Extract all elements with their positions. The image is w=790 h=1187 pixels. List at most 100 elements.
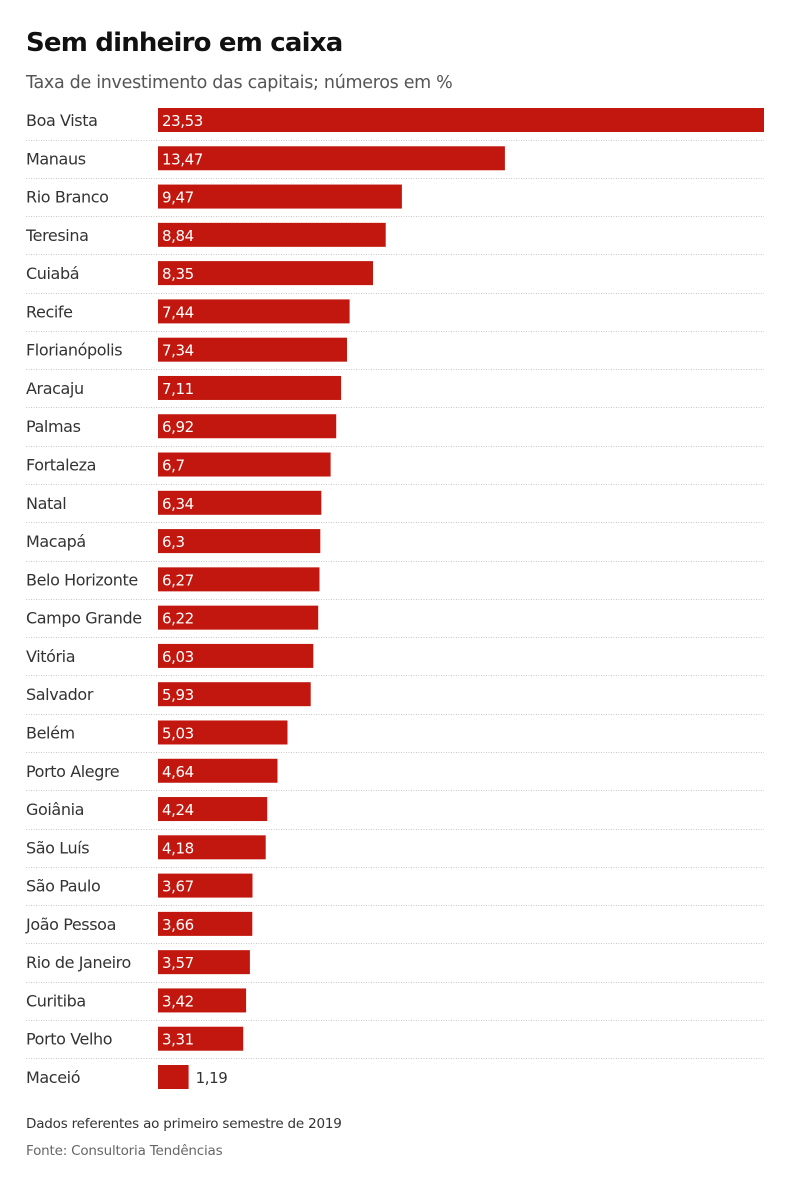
value-label: 7,34 (162, 342, 194, 360)
bar (158, 375, 342, 400)
category-label: Teresina (25, 226, 89, 245)
bar-row: Rio de Janeiro 3,57 (26, 950, 764, 983)
bar-row: Curitiba 3,42 (26, 988, 764, 1021)
value-label: 23,53 (162, 112, 203, 130)
value-label: 6,22 (162, 610, 194, 628)
bar (158, 797, 268, 822)
bar (158, 873, 253, 898)
bar (158, 835, 266, 860)
bar-row: Palmas 6,92 (26, 414, 764, 447)
bar-row: Maceió 1,19 (26, 1065, 228, 1089)
value-label: 4,64 (162, 763, 194, 781)
value-label: 7,44 (162, 303, 194, 321)
value-label: 13,47 (162, 150, 203, 168)
bar-row: Recife 7,44 (26, 299, 764, 332)
bar-row: Teresina 8,84 (25, 222, 764, 255)
category-label: Boa Vista (26, 111, 98, 130)
bar (158, 452, 331, 477)
category-label: João Pessoa (25, 915, 116, 934)
value-label: 4,24 (162, 801, 194, 819)
bar (158, 1026, 244, 1051)
category-label: Natal (26, 494, 66, 513)
bar (158, 567, 320, 592)
bar (158, 911, 253, 936)
bar (158, 184, 402, 209)
category-label: Campo Grande (26, 609, 142, 628)
value-label: 8,84 (162, 227, 194, 245)
category-label: São Paulo (26, 877, 100, 896)
category-label: Curitiba (26, 991, 86, 1010)
category-label: Recife (26, 302, 73, 321)
bar-row: Macapá 6,3 (26, 529, 764, 562)
bar (158, 414, 337, 439)
value-label: 6,92 (162, 418, 194, 436)
bar-row: Porto Alegre 4,64 (26, 758, 764, 791)
bar (158, 222, 386, 247)
category-label: Goiânia (26, 800, 84, 819)
bar-row: Cuiabá 8,35 (26, 261, 764, 294)
value-label: 3,57 (162, 954, 194, 972)
bar-row: Boa Vista 23,53 (26, 108, 764, 141)
bar (158, 682, 311, 707)
bar (158, 490, 322, 515)
value-label: 5,03 (162, 724, 194, 742)
value-label: 8,35 (162, 265, 194, 283)
bar-row: São Luís 4,18 (26, 835, 764, 868)
bar (158, 950, 250, 975)
value-label: 1,19 (196, 1069, 228, 1087)
bar (158, 261, 373, 286)
bar (158, 988, 247, 1013)
category-label: Salvador (26, 685, 94, 704)
category-label: Manaus (26, 149, 86, 168)
chart-subtitle: Taxa de investimento das capitais; númer… (26, 73, 453, 93)
category-label: Porto Alegre (26, 762, 119, 781)
category-label: Cuiabá (26, 264, 79, 283)
category-label: Florianópolis (26, 341, 122, 360)
bar-row: Natal 6,34 (26, 490, 764, 523)
value-label: 6,27 (162, 571, 194, 589)
category-label: Porto Velho (26, 1030, 112, 1049)
bar-row: Goiânia 4,24 (26, 797, 764, 830)
bar (158, 529, 321, 554)
value-label: 4,18 (162, 839, 194, 857)
value-label: 6,3 (162, 533, 185, 551)
bar-row: Belém 5,03 (26, 720, 764, 753)
bar-row: Porto Velho 3,31 (26, 1026, 764, 1059)
category-label: Maceió (26, 1068, 80, 1087)
bar-row: Rio Branco 9,47 (26, 184, 764, 217)
category-label: Vitória (26, 647, 75, 666)
value-label: 3,67 (162, 878, 194, 896)
bar (158, 337, 347, 362)
chart-title: Sem dinheiro em caixa (26, 28, 343, 58)
value-label: 9,47 (162, 189, 194, 207)
category-label: Aracaju (26, 379, 84, 398)
bar (158, 146, 505, 171)
bar-row: Aracaju 7,11 (26, 375, 764, 408)
category-label: Rio Branco (26, 188, 109, 207)
value-label: 6,34 (162, 495, 194, 513)
bar-row: João Pessoa 3,66 (25, 911, 764, 944)
bar (158, 758, 278, 783)
category-label: São Luís (26, 838, 89, 857)
bar-row: São Paulo 3,67 (26, 873, 764, 906)
value-label: 6,03 (162, 648, 194, 666)
bar (158, 108, 764, 132)
category-label: Rio de Janeiro (26, 953, 131, 972)
bar (158, 643, 314, 668)
source-note: Fonte: Consultoria Tendências (26, 1143, 223, 1159)
category-label: Macapá (26, 532, 86, 551)
bar-chart: Boa Vista 23,53 Manaus 13,47 Rio Branco 9,47 T… (25, 108, 764, 1089)
bar (158, 299, 350, 324)
category-label: Palmas (26, 417, 81, 436)
value-label: 6,7 (162, 457, 185, 475)
value-label: 3,66 (162, 916, 194, 934)
bar-row: Florianópolis 7,34 (26, 337, 764, 370)
bar-row: Fortaleza 6,7 (26, 452, 764, 485)
category-label: Belém (26, 723, 75, 742)
value-label: 5,93 (162, 686, 194, 704)
bar-row: Vitória 6,03 (26, 643, 764, 676)
bar-row: Manaus 13,47 (26, 146, 764, 179)
bar (158, 1065, 189, 1089)
bar (158, 720, 288, 745)
footnote: Dados referentes ao primeiro semestre de… (26, 1116, 342, 1132)
